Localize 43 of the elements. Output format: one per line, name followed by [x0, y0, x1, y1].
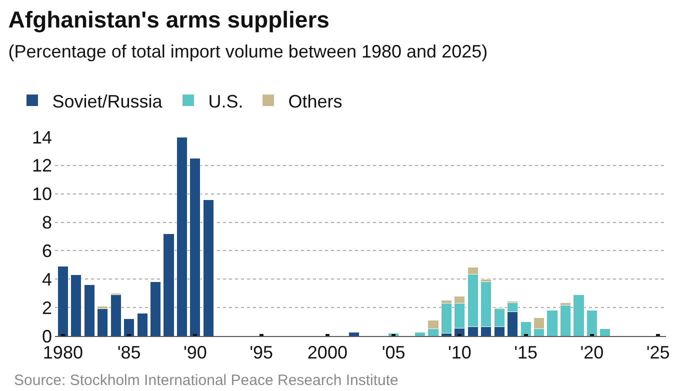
bar	[57, 266, 68, 336]
x-tick-label: '85	[117, 342, 141, 363]
x-tick-label: '10	[448, 342, 472, 363]
bar	[586, 310, 598, 336]
bar	[600, 328, 611, 336]
legend-label: U.S.	[208, 91, 244, 112]
x-tick-label: '25	[646, 342, 670, 363]
bar	[163, 233, 174, 336]
y-tick-label: 8	[42, 212, 52, 233]
bar	[202, 199, 214, 336]
y-tick-label: 12	[32, 156, 52, 176]
y-tick-label: 10	[32, 184, 52, 204]
bar	[546, 310, 558, 336]
chart-title: Afghanistan's arms suppliers	[8, 6, 330, 32]
bar	[560, 305, 572, 336]
bar	[97, 308, 108, 336]
bar	[110, 294, 122, 336]
x-tick-label: 2000	[307, 342, 348, 363]
bar	[414, 332, 426, 336]
chart-subtitle: (Percentage of total import volume between 1980 and 2025)	[8, 41, 488, 62]
bar	[84, 284, 95, 336]
bar	[124, 318, 135, 336]
legend-label: Soviet/Russia	[52, 91, 164, 112]
legend-label: Others	[288, 91, 342, 112]
bar	[136, 313, 148, 336]
x-tick-label: '20	[580, 342, 604, 363]
y-tick-label: 14	[32, 127, 52, 148]
bar	[520, 322, 532, 336]
x-tick-label: '15	[514, 342, 538, 363]
bar	[176, 137, 188, 336]
y-tick-label: 6	[42, 241, 52, 262]
bar	[70, 274, 82, 336]
source-note: Source: Stockholm International Peace Research Institute	[14, 372, 398, 389]
x-tick-label: '05	[382, 342, 406, 363]
x-tick-label: '90	[183, 342, 207, 363]
y-tick-label: 2	[42, 298, 52, 318]
y-tick-label: 4	[42, 269, 52, 290]
bar	[190, 158, 201, 336]
x-tick-label: '95	[250, 342, 274, 363]
bar	[348, 332, 360, 336]
bar	[440, 303, 452, 334]
bar	[150, 282, 162, 336]
bar	[573, 294, 584, 336]
